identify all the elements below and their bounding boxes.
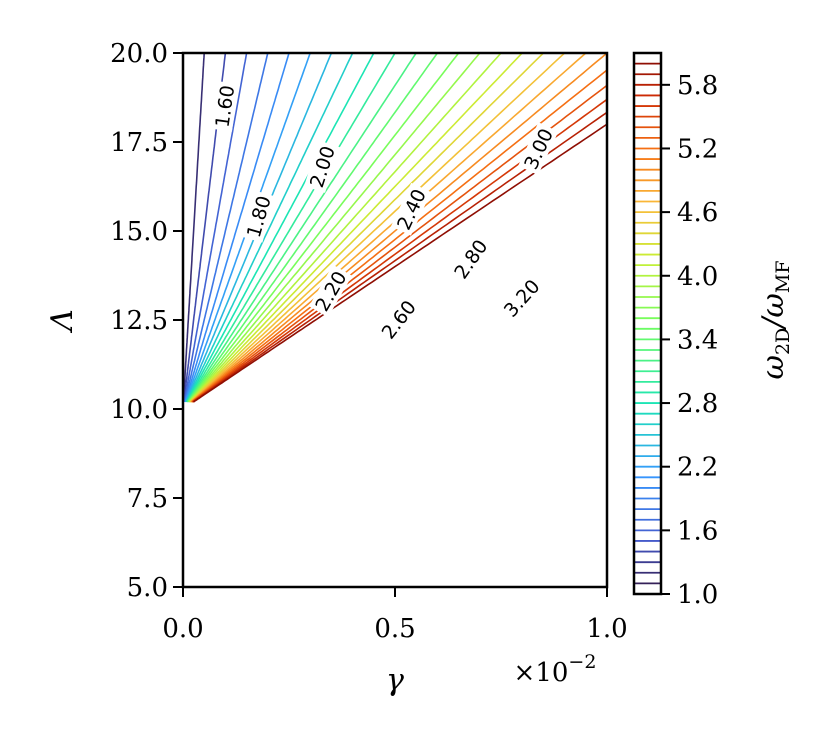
contour-line (189, 53, 544, 403)
colorbar-tick-label: 1.0 (677, 580, 718, 610)
contour-label-text: 1.80 (243, 193, 276, 240)
contour-line (187, 53, 439, 403)
colorbar-tick-label: 3.4 (677, 325, 718, 355)
colorbar-label: ω2D/ωMF (756, 260, 794, 379)
contour-line (193, 123, 607, 403)
colorbar-tick-label: 2.2 (677, 453, 718, 483)
x-multiplier-label: ×10−2 (514, 651, 597, 688)
colorbar-tick-label: 1.6 (677, 516, 718, 546)
contour-line (185, 53, 354, 403)
contour-label-background (210, 80, 239, 132)
y-tick-label: 12.5 (110, 306, 168, 336)
y-axis-label: Λ (45, 309, 80, 334)
contour-label-background (497, 272, 546, 324)
contour-line (188, 53, 502, 403)
contour-label-background (309, 264, 353, 318)
y-tick-label: 17.5 (110, 128, 168, 158)
y-tick-label: 10.0 (110, 395, 168, 425)
contour-label: 3.20 (497, 272, 546, 324)
contour-line (192, 111, 607, 403)
contour-label-background (304, 140, 340, 193)
contour-line (188, 53, 481, 403)
colorbar-label-omega-2d: ω (756, 355, 791, 379)
contour-label: 2.00 (304, 140, 340, 193)
x-axis-label: γ (386, 663, 404, 698)
contour-line (184, 53, 290, 403)
colorbar-tick-label: 5.2 (677, 134, 718, 164)
contour-label: 1.60 (210, 80, 240, 132)
y-tick-label: 15.0 (110, 217, 168, 247)
contour-line (183, 53, 205, 402)
contour-line (186, 53, 396, 403)
contour-label-text: 1.60 (212, 84, 240, 129)
contour-line (183, 53, 227, 403)
colorbar-label-sub-mf: MF (772, 260, 794, 293)
x-tick-label: 0.5 (374, 614, 415, 644)
contour-line (191, 68, 607, 403)
x-multiplier-exponent: −2 (568, 651, 596, 673)
colorbar-tick-label: 4.0 (677, 262, 718, 292)
contour-line (187, 53, 460, 403)
colorbar-frame (632, 51, 663, 596)
contour-line (183, 53, 269, 403)
y-tick-label: 20.0 (110, 39, 168, 69)
x-tick-label: 1.0 (586, 614, 627, 644)
contour-label: 2.60 (375, 293, 422, 346)
contour-line (189, 53, 523, 403)
y-tick-label: 7.5 (127, 484, 168, 514)
contour-line (191, 84, 607, 403)
contour-label-background (241, 190, 276, 243)
colorbar-tick-label: 5.8 (677, 71, 718, 101)
contour-label-background (518, 122, 559, 176)
contour-label-background (375, 293, 422, 346)
colorbar-tick-label: 2.8 (677, 389, 718, 419)
contour-label-background (390, 182, 432, 236)
contour-line (184, 53, 311, 403)
contour-line (186, 53, 375, 403)
x-tick-label: 0.0 (162, 614, 203, 644)
x-axis: 0.0 0.5 1.0 (162, 587, 628, 644)
x-multiplier-base: ×10 (514, 658, 569, 688)
colorbar-label-sep: /ω (756, 293, 791, 331)
contour-label-text: 2.00 (306, 143, 340, 190)
colorbar-tick-label: 4.6 (677, 198, 718, 228)
contour-label: 2.80 (447, 232, 494, 285)
contour-label-background (447, 232, 494, 285)
contour-line (185, 53, 333, 403)
contour-line (183, 53, 248, 402)
y-tick-label: 5.0 (127, 573, 168, 603)
y-axis: 5.0 7.5 10.0 12.5 15.0 17.5 20.0 (110, 39, 183, 603)
contour-line (191, 53, 607, 403)
colorbar: 1.0 1.6 2.2 2.8 3.4 4.0 4.6 5.2 5.8 (632, 51, 718, 610)
colorbar-label-sub-2d: 2D (772, 328, 794, 355)
contour-line (186, 53, 417, 403)
